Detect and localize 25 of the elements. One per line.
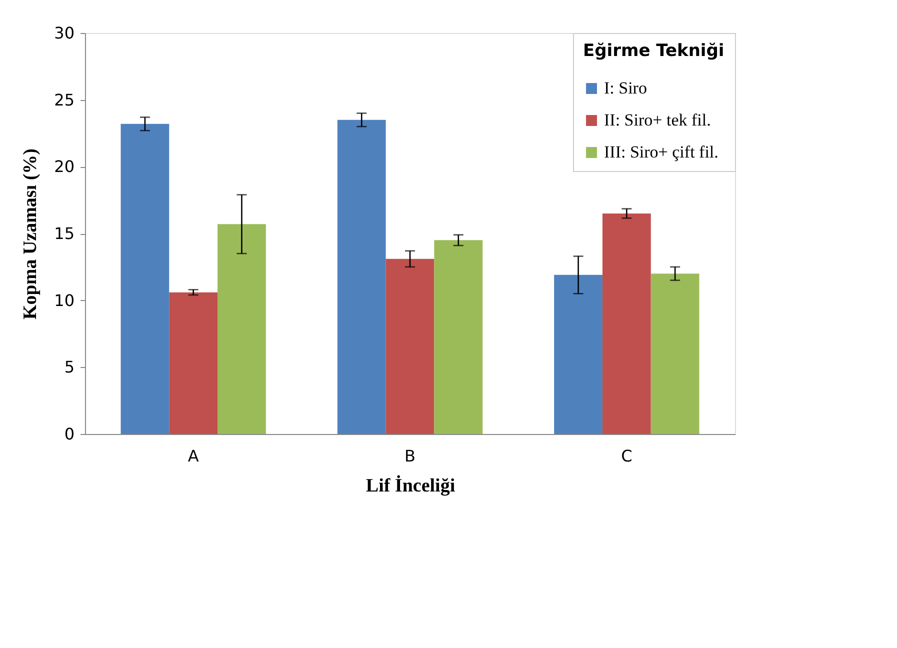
bar [650, 274, 700, 434]
x-axis-title: Lif İnceliği [366, 474, 456, 496]
bar [169, 292, 218, 434]
bar [434, 240, 483, 434]
y-tick-label: 25 [54, 90, 74, 110]
y-tick-label: 15 [54, 224, 74, 243]
y-tick-label: 10 [54, 290, 74, 310]
y-tick-label: 5 [64, 358, 74, 377]
legend-title: Eğirme Tekniği [583, 41, 724, 61]
bar [120, 124, 170, 434]
y-tick-label: 0 [64, 424, 74, 444]
y-axis-title: Kopma Uzaması (%) [20, 148, 42, 320]
bar [218, 224, 266, 434]
bar [554, 274, 602, 434]
x-tick-label: A [188, 446, 199, 466]
x-tick-label: B [404, 446, 416, 466]
bar [386, 258, 434, 434]
y-tick-label: 30 [54, 24, 74, 42]
y-tick-label: 20 [54, 157, 74, 176]
legend-label: I: Siro [604, 78, 647, 98]
bar [602, 213, 651, 434]
x-tick-label: C [621, 446, 632, 466]
legend-label: II: Siro+ tek fil. [604, 110, 711, 130]
bar [337, 120, 386, 434]
legend-label: III: Siro+ çift fil. [604, 142, 718, 162]
